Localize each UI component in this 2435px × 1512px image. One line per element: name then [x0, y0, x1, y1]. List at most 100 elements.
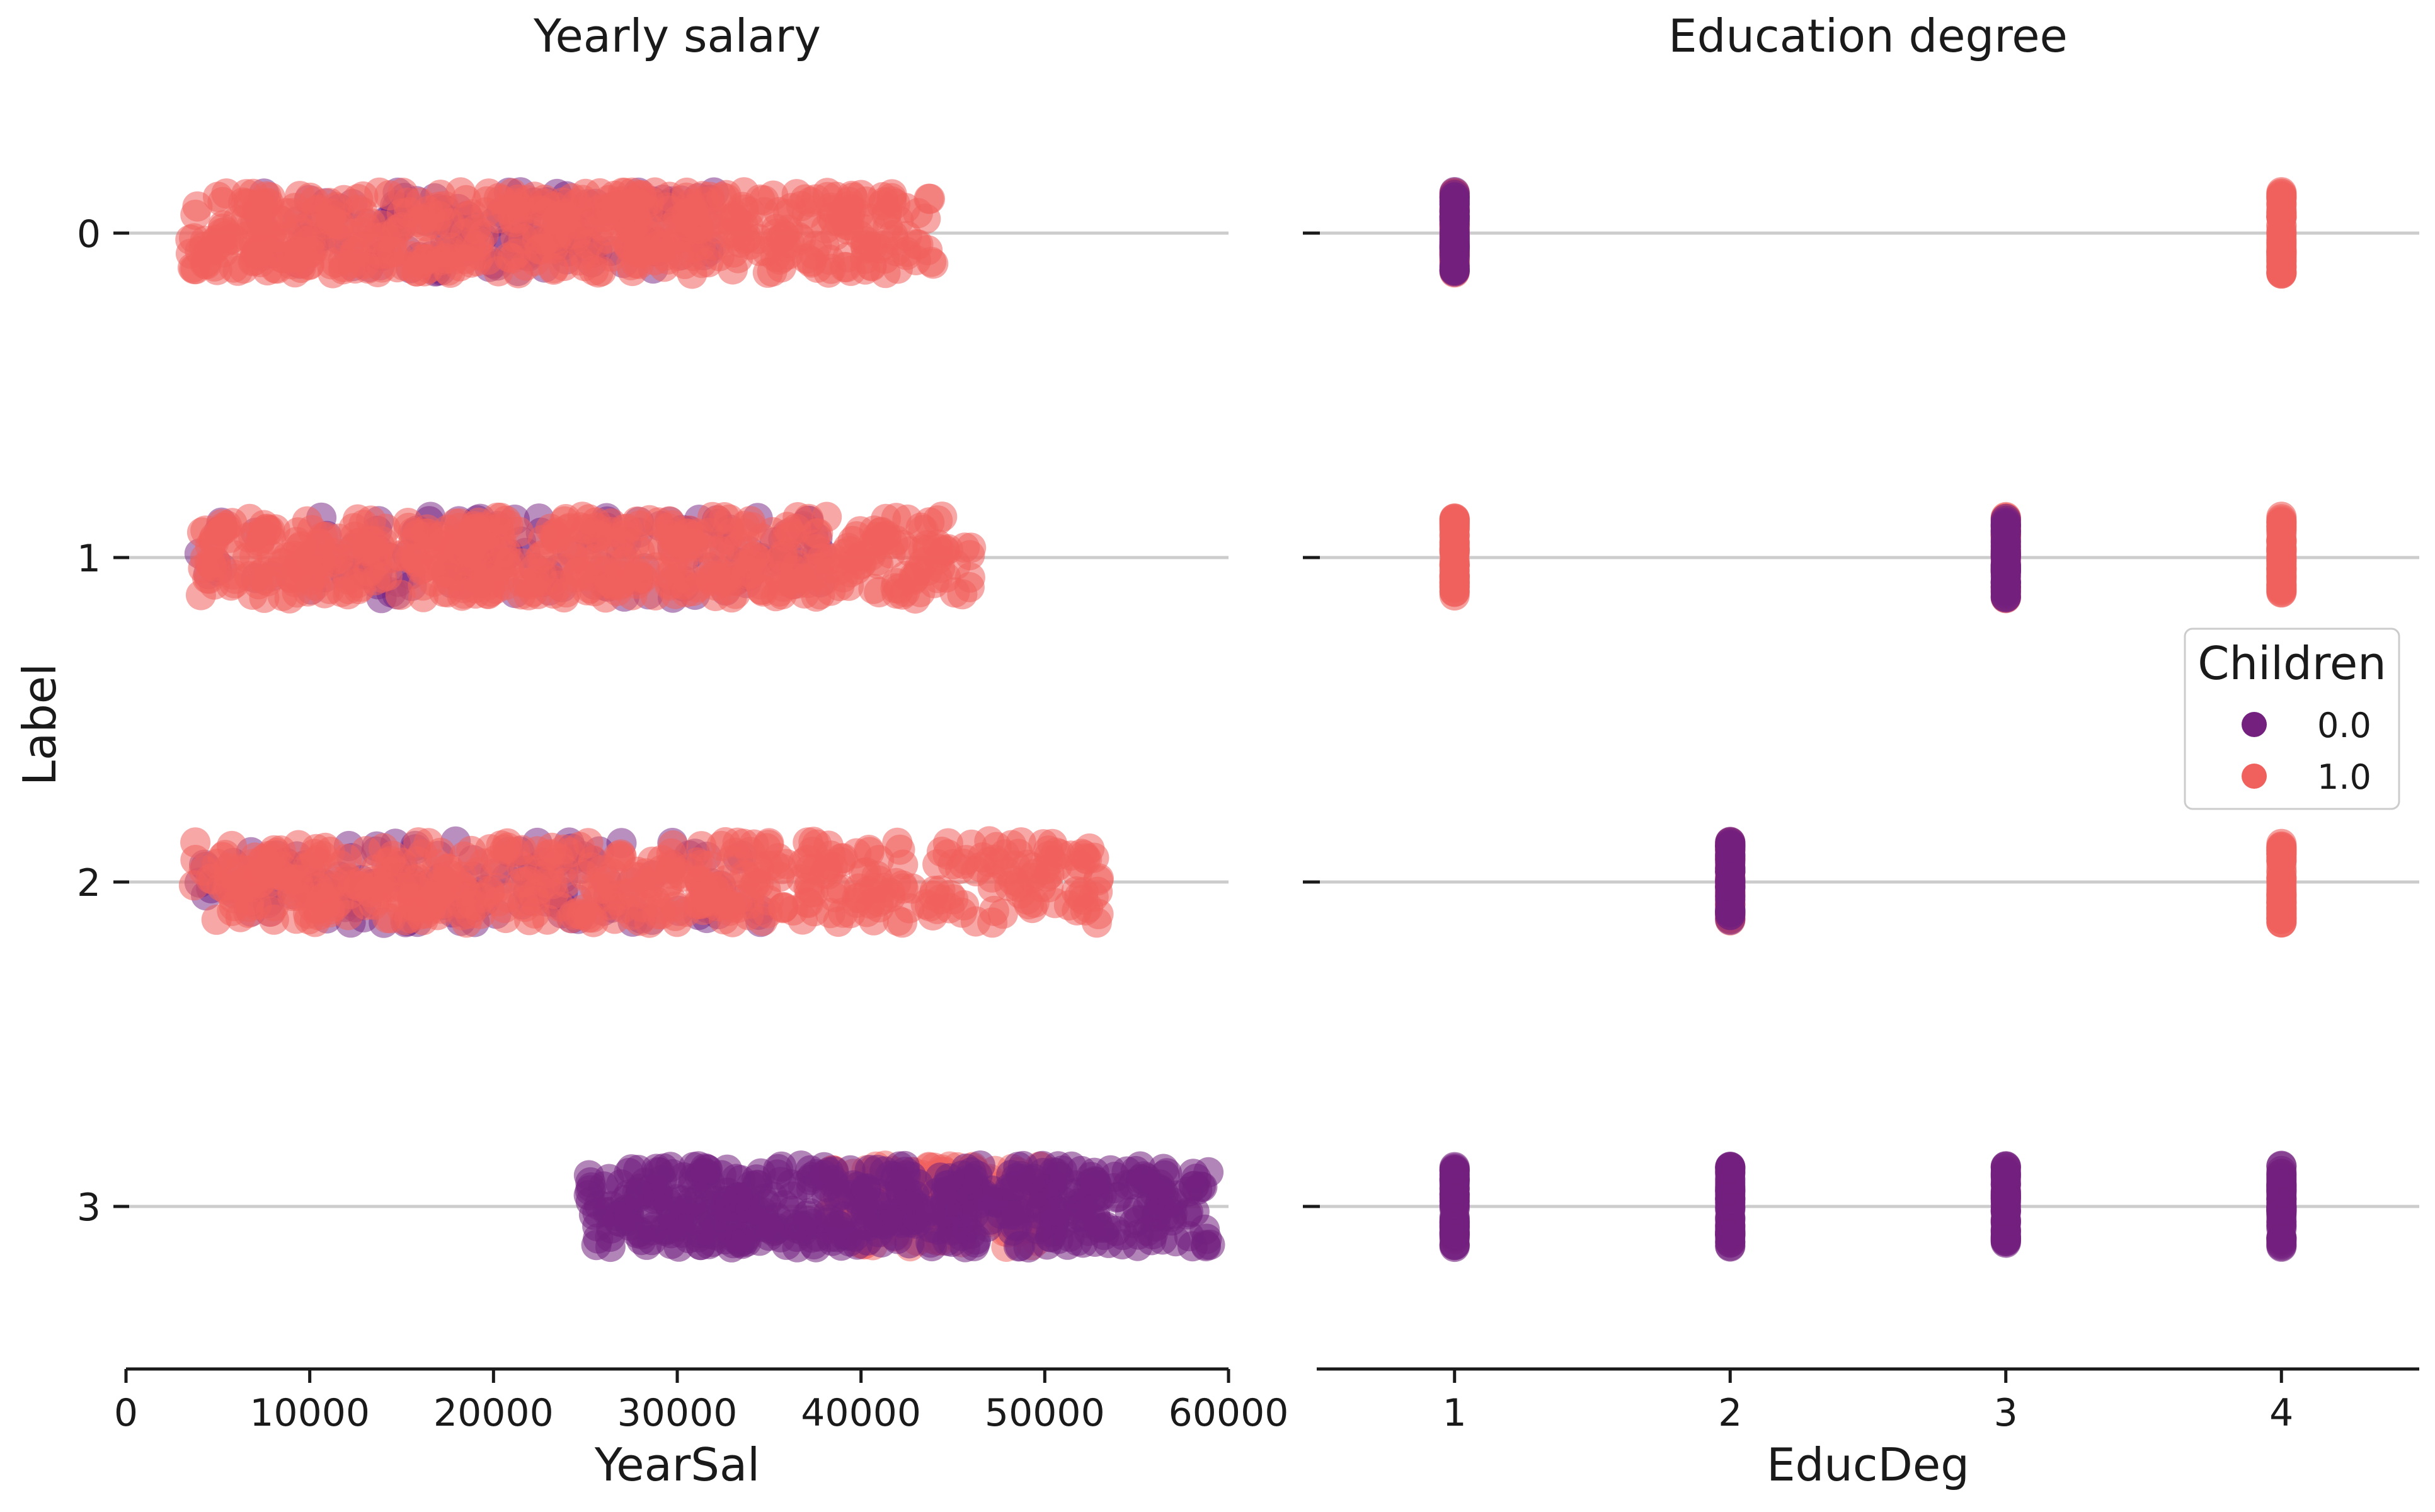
- left-point-s1-c2: [915, 891, 945, 922]
- left-points: [175, 177, 1225, 1263]
- left-point-s1-c2: [861, 861, 892, 891]
- left-x-axis-label: YearSal: [594, 1438, 760, 1491]
- left-point-s1-c0: [222, 255, 253, 286]
- left-point-s0-c3: [616, 1154, 647, 1185]
- legend: Children 0.0 1.0: [2184, 627, 2400, 810]
- right-point-s0-c3-x1: [1439, 1219, 1470, 1250]
- right-point-s0-c0-x1: [1439, 256, 1470, 287]
- left-point-s1-c0: [843, 198, 874, 229]
- right-points: [1439, 177, 2297, 1263]
- legend-title: Children: [2197, 637, 2386, 690]
- left-point-s1-c0: [832, 242, 863, 273]
- left-point-s1-c0: [318, 258, 348, 289]
- left-point-s0-c3: [776, 1169, 806, 1200]
- left-point-s1-c0: [251, 188, 282, 219]
- left-point-s1-c1: [345, 571, 376, 602]
- left-point-s0-c3: [728, 1191, 759, 1222]
- left-point-s1-c0: [583, 257, 614, 288]
- left-point-s1-c1: [513, 580, 544, 610]
- left-point-s1-c2: [569, 860, 600, 890]
- left-y-axis: 0 1 2 3: [77, 212, 129, 1230]
- left-point-s1-c1: [914, 507, 945, 538]
- left-point-s1-c2: [432, 853, 463, 884]
- left-point-s1-c2: [798, 827, 829, 857]
- left-point-s1-c2: [605, 839, 636, 870]
- left-x-tick-label-6: 60000: [1169, 1391, 1289, 1435]
- left-point-s1-c2: [277, 881, 308, 912]
- right-point-s1-c2-x4: [2266, 856, 2297, 886]
- left-point-s1-c2: [492, 828, 523, 859]
- left-point-s1-c2: [508, 867, 539, 898]
- right-point-s0-c3-x4: [2266, 1174, 2297, 1205]
- right-x-tick-label-0: 1: [1443, 1391, 1467, 1435]
- left-point-s1-c2: [598, 871, 629, 902]
- right-x-tick-label-1: 2: [1718, 1391, 1742, 1435]
- left-point-s1-c0: [435, 232, 466, 263]
- left-point-s1-c1: [469, 562, 500, 593]
- left-point-s1-c2: [633, 868, 663, 898]
- left-point-s1-c0: [718, 254, 748, 285]
- left-point-s1-c0: [433, 255, 464, 286]
- left-point-s1-c1: [890, 576, 920, 607]
- left-x-tick-label-0: 0: [114, 1391, 138, 1435]
- right-point-s0-c3-x3: [1990, 1204, 2021, 1235]
- left-point-s0-c3: [1029, 1178, 1060, 1209]
- left-point-s1-c0: [361, 234, 392, 265]
- left-point-s1-c2: [658, 830, 689, 861]
- right-point-s1-c1-x1: [1439, 511, 1470, 542]
- left-point-s1-c0: [796, 247, 827, 278]
- left-point-s1-c2: [868, 884, 899, 915]
- y-tick-label-3: 3: [77, 1186, 101, 1230]
- left-point-s1-c0: [547, 187, 578, 218]
- right-point-s1-c0-x4: [2266, 246, 2297, 277]
- left-point-s1-c1: [554, 513, 585, 544]
- right-gridlines: [1320, 231, 2419, 1208]
- right-point-s0-c3-x3: [1990, 1226, 2021, 1257]
- left-point-s0-c3: [937, 1227, 968, 1257]
- left-point-s0-c3: [1178, 1159, 1208, 1189]
- left-point-s1-c1: [580, 512, 611, 543]
- panel-yearly-salary: 0 10000 20000 30000 40000 50000 60000 0 1 2 3 Yea…: [13, 9, 1288, 1491]
- y-tick-label-1: 1: [77, 537, 101, 581]
- right-point-s1-c2-x4: [2266, 832, 2297, 863]
- left-point-s1-c1: [956, 532, 987, 563]
- right-point-s0-c3-x1: [1439, 1164, 1470, 1194]
- left-point-s1-c0: [211, 178, 242, 209]
- left-point-s1-c1: [871, 524, 902, 555]
- left-point-s0-c3: [622, 1177, 653, 1208]
- left-point-s1-c0: [795, 186, 826, 217]
- left-point-s1-c2: [687, 888, 717, 919]
- left-point-s1-c1: [655, 559, 685, 590]
- left-point-s1-c2: [490, 903, 521, 934]
- left-point-s1-c0: [617, 256, 648, 287]
- left-point-s1-c1: [550, 553, 581, 584]
- left-point-s1-c0: [663, 241, 694, 272]
- left-point-s1-c1: [482, 513, 513, 544]
- left-point-s1-c2: [977, 907, 1008, 938]
- left-point-s0-c3: [1099, 1173, 1130, 1203]
- right-x-tick-label-3: 4: [2269, 1391, 2293, 1435]
- left-point-s1-c2: [1070, 895, 1101, 925]
- left-point-s1-c2: [722, 885, 753, 915]
- left-point-s1-c1: [406, 554, 437, 585]
- right-point-s0-c3-x4: [2266, 1202, 2297, 1233]
- right-point-s0-c1-x3: [1990, 573, 2021, 604]
- right-point-s1-c2-x4: [2266, 878, 2297, 908]
- right-point-s0-c0-x1: [1439, 210, 1470, 241]
- left-point-s0-c3: [1000, 1211, 1031, 1242]
- left-point-s1-c1: [709, 502, 740, 532]
- left-point-s1-c1: [495, 547, 525, 578]
- left-point-s1-c0: [772, 239, 803, 270]
- left-point-s0-c3: [1054, 1222, 1085, 1252]
- left-point-s0-c3: [602, 1201, 633, 1232]
- left-point-s1-c2: [787, 904, 818, 935]
- left-point-s1-c2: [258, 904, 289, 935]
- left-point-s1-c1: [251, 514, 282, 545]
- left-point-s0-c3: [1147, 1224, 1178, 1255]
- left-point-s1-c1: [757, 517, 788, 547]
- left-point-s1-c1: [464, 537, 494, 568]
- left-point-s0-c3: [932, 1196, 963, 1227]
- left-point-s1-c2: [213, 870, 244, 901]
- left-point-s1-c2: [180, 827, 211, 858]
- left-point-s0-c3: [648, 1153, 679, 1184]
